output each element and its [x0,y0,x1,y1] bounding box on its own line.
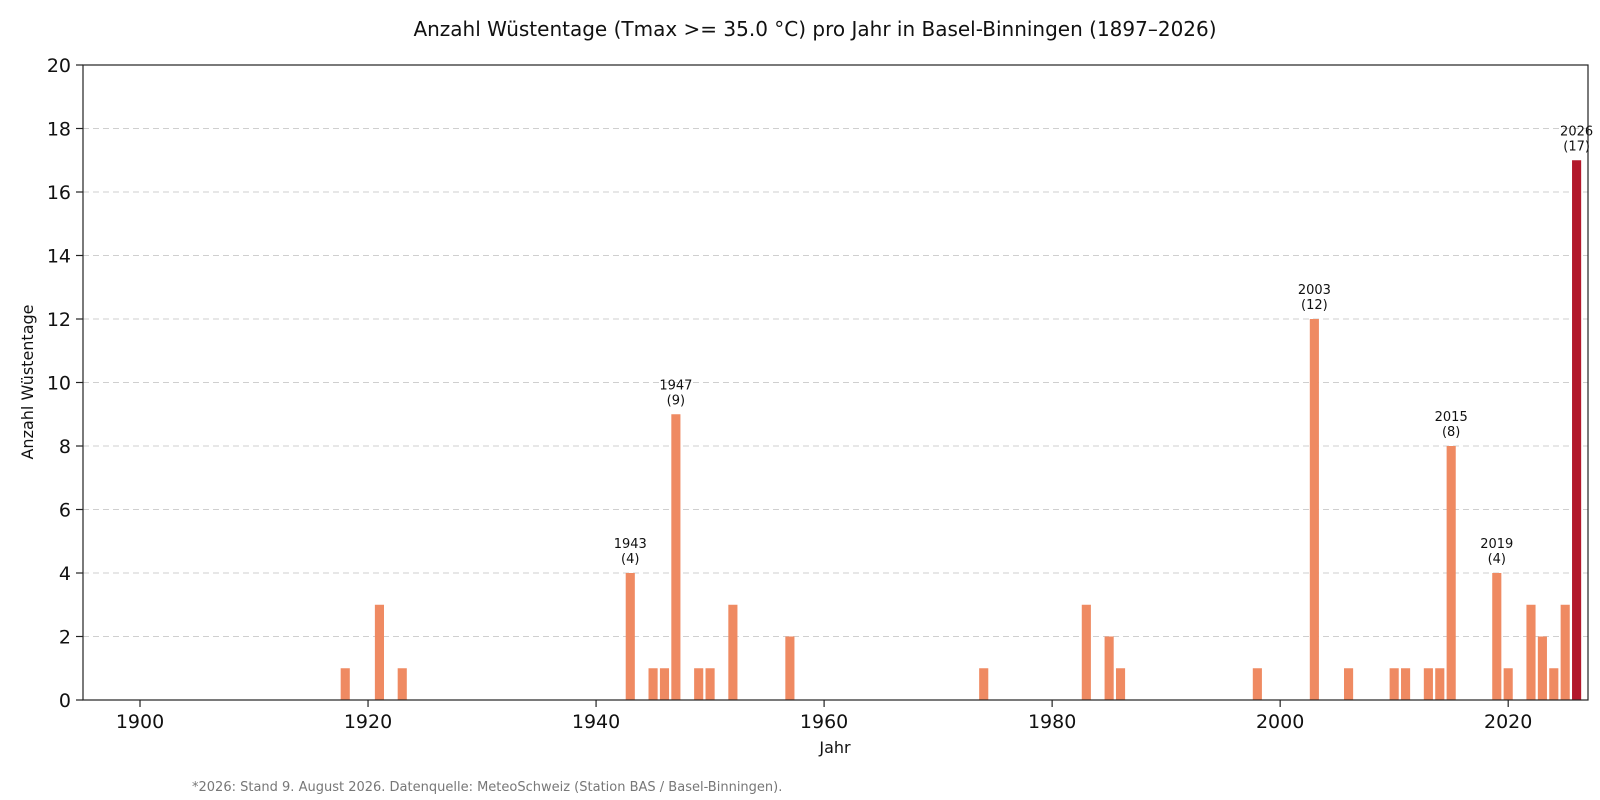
bar-2011 [1401,668,1411,700]
bar-annotation-value: (4) [621,552,639,567]
bar-2020 [1503,668,1513,700]
chart-title: Anzahl Wüstentage (Tmax >= 35.0 °C) pro … [413,17,1216,41]
bar-annotation-year: 2026 [1560,124,1593,139]
bar-1923 [397,668,407,700]
x-tick-label: 1960 [800,711,848,733]
bar-1945 [648,668,658,700]
y-tick-label: 16 [47,182,71,204]
bar-annotation-value: (4) [1488,552,1506,567]
bar-annotation-year: 1947 [659,378,692,393]
bar-annotation-year: 1943 [614,537,647,552]
bar-1998 [1252,668,1262,700]
bar-annotation-year: 2003 [1298,283,1331,298]
bar-annotation-value: (8) [1442,425,1460,440]
bar-annotation-year: 2015 [1435,410,1468,425]
bar-2023 [1537,636,1547,700]
y-tick-label: 8 [59,436,71,458]
bars [340,160,1582,700]
bar-1985 [1104,636,1114,700]
grid-lines [83,128,1588,637]
bar-1950 [705,668,715,700]
bar-1983 [1081,604,1091,700]
bar-2006 [1344,668,1354,700]
bar-annotation-value: (9) [667,393,685,408]
bar-2003 [1309,319,1319,700]
bar-2019 [1492,573,1502,700]
bar-1957 [785,636,795,700]
footnote: *2026: Stand 9. August 2026. Datenquelle… [192,780,782,795]
bar-2025 [1560,604,1570,700]
x-axis-ticks: 1900 1920 1940 1960 1980 2000 2020 [116,700,1532,733]
bar-annotations: 1943(4)1947(9)2003(12)2015(8)2019(4)2026… [614,124,1593,567]
bar-2015 [1446,446,1456,700]
bar-2024 [1549,668,1559,700]
y-tick-label: 2 [59,627,71,649]
bar-1946 [659,668,670,700]
bar-annotation-value: (17) [1563,139,1590,154]
y-tick-label: 10 [47,373,71,395]
y-tick-label: 12 [47,309,71,331]
y-tick-label: 6 [59,500,71,522]
y-tick-label: 0 [59,690,71,712]
bar-1986 [1115,668,1126,700]
x-tick-label: 1980 [1028,711,1076,733]
bar-2022 [1526,604,1536,700]
y-tick-label: 14 [47,246,71,268]
bar-1974 [979,668,989,700]
bar-1947 [671,414,681,700]
bar-annotation-value: (12) [1301,298,1328,313]
x-tick-label: 1920 [344,711,392,733]
bar-annotation-year: 2019 [1480,537,1513,552]
bar-2013 [1423,668,1433,700]
y-tick-label: 20 [47,55,71,77]
bar-1921 [374,604,384,700]
bar-2014 [1435,668,1445,700]
x-tick-label: 1940 [572,711,620,733]
x-tick-label: 2000 [1256,711,1304,733]
bar-1918 [340,668,350,700]
bar-1952 [728,604,738,700]
x-axis-label: Jahr [818,738,851,757]
y-tick-label: 18 [47,119,71,141]
y-tick-label: 4 [59,563,71,585]
bar-2026 [1572,160,1582,700]
bar-2010 [1389,668,1399,700]
x-tick-label: 1900 [116,711,164,733]
y-axis-label: Anzahl Wüstentage [18,304,37,459]
bar-1943 [625,573,635,700]
bar-1949 [694,668,704,700]
y-axis-ticks: 0 2 4 6 8 10 12 14 16 18 20 [47,55,83,712]
x-tick-label: 2020 [1484,711,1532,733]
